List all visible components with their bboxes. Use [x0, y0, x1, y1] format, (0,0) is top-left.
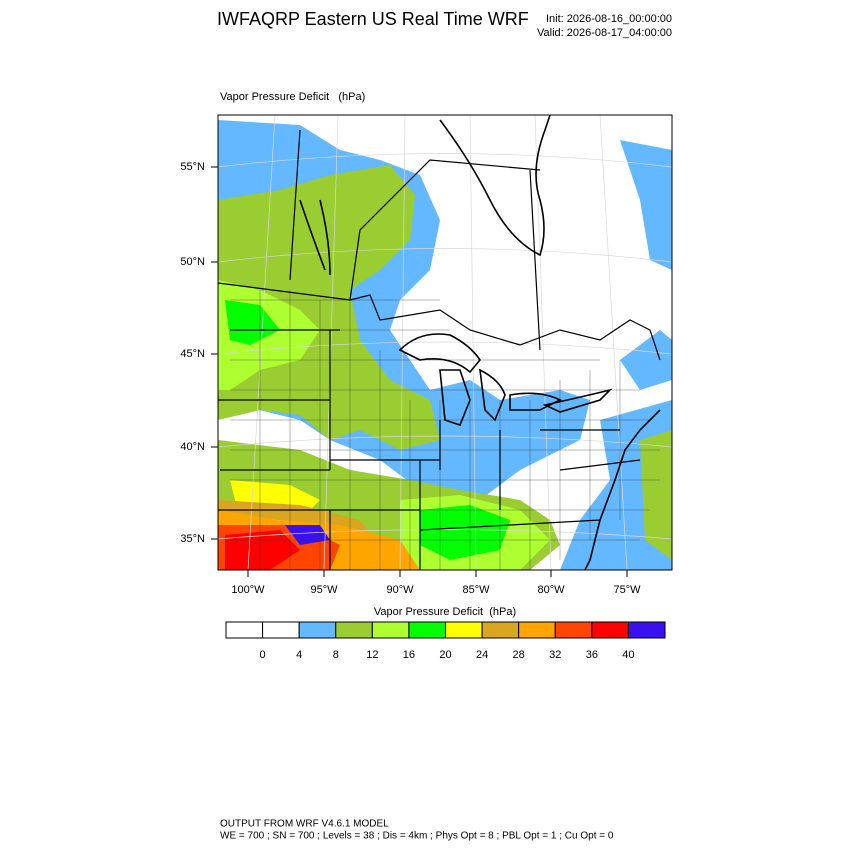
map [218, 115, 672, 570]
title: IWFAQRP Eastern US Real Time WRF [217, 9, 529, 29]
lat-label: 45°N [180, 348, 205, 360]
lat-label: 35°N [180, 533, 205, 545]
colorbar-box [445, 621, 483, 639]
colorbar-box [591, 621, 629, 639]
colorbar-box [481, 621, 520, 639]
colorbar-box [408, 621, 446, 639]
footer-line: WE = 700 ; SN = 700 ; Levels = 38 ; Dis … [220, 831, 614, 842]
colorbar-box [262, 621, 300, 639]
colorbar-label: 36 [586, 649, 598, 661]
colorbar-label: 20 [439, 649, 451, 661]
colorbar-label: 0 [260, 649, 266, 661]
colorbar-box [518, 621, 556, 639]
colorbar-label: 16 [403, 649, 415, 661]
lon-label: 85°W [462, 584, 490, 596]
map-frame [217, 114, 673, 571]
colorbar-box [554, 621, 593, 639]
footer-line: OUTPUT FROM WRF V4.6.1 MODEL [220, 819, 389, 830]
colorbar-label: 24 [476, 649, 488, 661]
colorbar-title: Vapor Pressure Deficit (hPa) [374, 606, 516, 618]
lon-label: 75°W [613, 584, 641, 596]
lat-label: 55°N [180, 161, 205, 173]
colorbar-label: 32 [549, 649, 561, 661]
lon-label: 80°W [537, 584, 565, 596]
colorbar-box [298, 621, 337, 639]
colorbar-label: 12 [366, 649, 378, 661]
lon-label: 100°W [231, 584, 265, 596]
lat-label: 50°N [180, 256, 205, 268]
colorbar-box [371, 621, 410, 639]
colorbar-box [335, 621, 373, 639]
lat-label: 40°N [180, 441, 205, 453]
valid-time: Valid: 2026-08-17_04:00:00 [537, 27, 672, 39]
colorbar-label: 40 [622, 649, 634, 661]
colorbar-label: 28 [513, 649, 525, 661]
colorbar-label: 4 [296, 649, 302, 661]
colorbar-box [225, 621, 264, 639]
lon-label: 90°W [386, 584, 414, 596]
colorbar-label: 8 [333, 649, 339, 661]
colorbar-box [627, 621, 666, 639]
map-subtitle: Vapor Pressure Deficit (hPa) [220, 91, 365, 103]
init-time: Init: 2026-08-16_00:00:00 [546, 13, 672, 25]
lon-label: 95°W [310, 584, 338, 596]
